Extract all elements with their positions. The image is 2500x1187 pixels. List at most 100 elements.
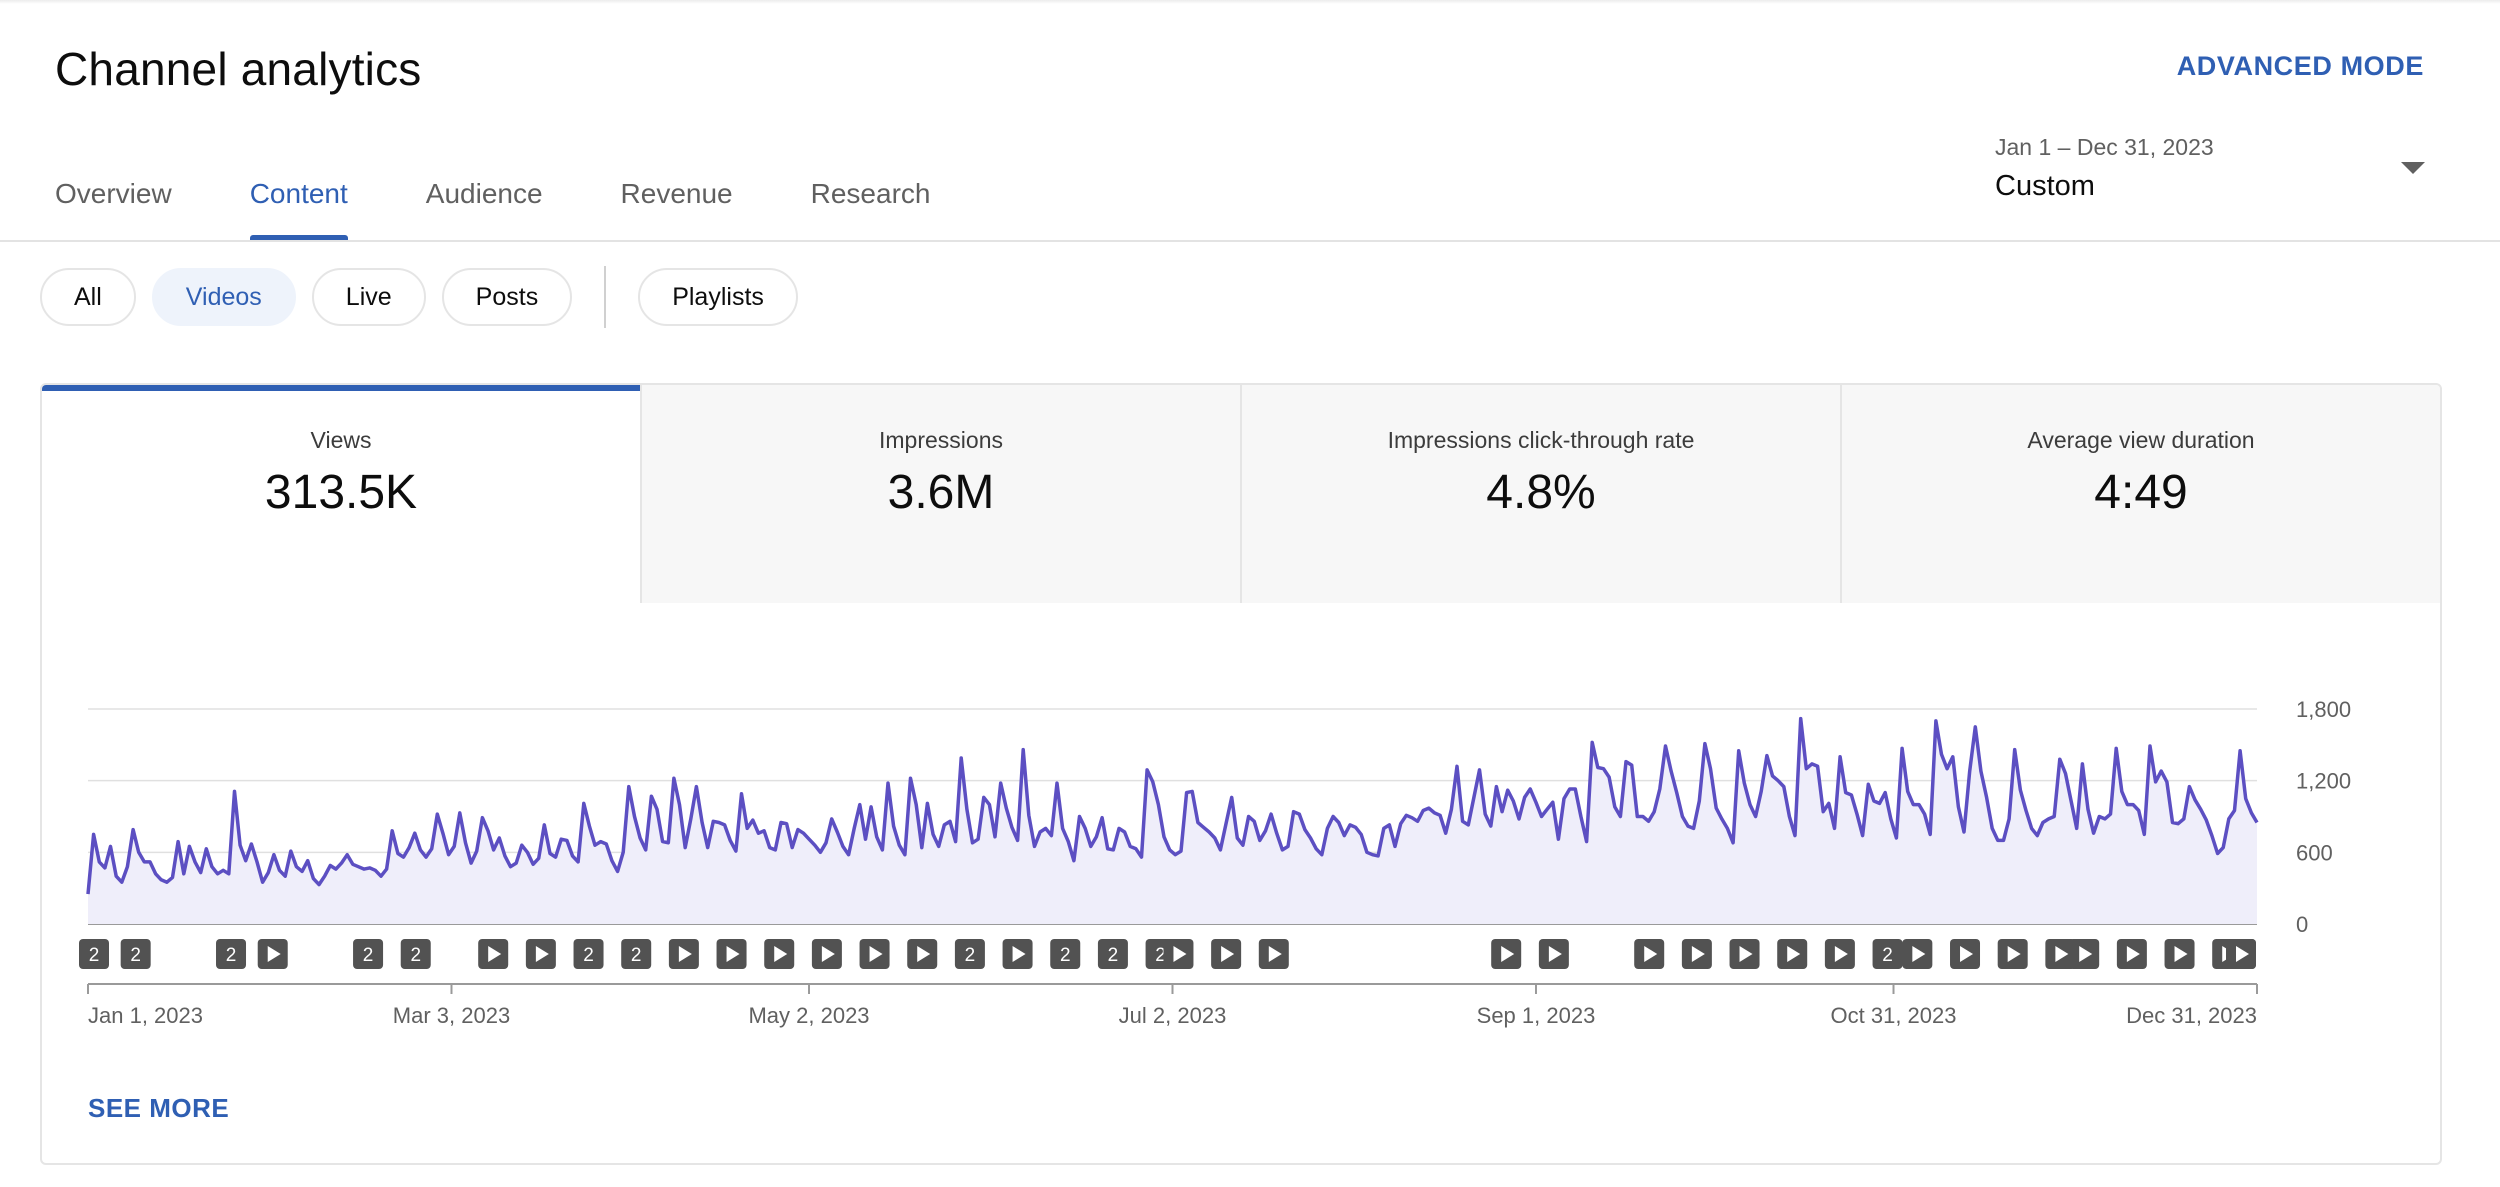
tabs-divider — [0, 240, 2500, 242]
play-icon — [2174, 946, 2188, 962]
tab-research[interactable]: Research — [810, 178, 931, 209]
publish-marker[interactable] — [525, 939, 556, 969]
play-icon — [1501, 946, 1515, 962]
marker-count: 2 — [1060, 945, 1071, 966]
play-icon — [535, 946, 549, 962]
x-tick-label: Jan 1, 2023 — [88, 1003, 203, 1028]
y-tick-label: 1,200 — [2296, 769, 2351, 794]
metric-ctr[interactable]: Impressions click-through rate 4.8% — [1240, 385, 1840, 603]
marker-count: 2 — [89, 945, 100, 966]
tab-overview[interactable]: Overview — [55, 178, 172, 209]
event-count-marker[interactable]: 2 — [216, 939, 247, 969]
metric-value: 4:49 — [2094, 466, 2188, 519]
event-count-marker[interactable]: 2 — [1050, 939, 1081, 969]
tab-audience[interactable]: Audience — [425, 178, 543, 209]
metric-impressions[interactable]: Impressions 3.6M — [640, 385, 1240, 603]
publish-marker[interactable] — [1729, 939, 1760, 969]
play-icon — [917, 946, 931, 962]
marker-count: 2 — [1155, 945, 1166, 966]
play-icon — [488, 946, 502, 962]
play-icon — [2007, 946, 2021, 962]
date-range-picker[interactable]: Jan 1 – Dec 31, 2023 Custom — [1995, 130, 2435, 210]
publish-marker[interactable] — [668, 939, 699, 969]
publish-marker[interactable] — [2116, 939, 2147, 969]
play-icon — [774, 946, 788, 962]
publish-marker[interactable] — [764, 939, 795, 969]
publish-marker[interactable] — [478, 939, 509, 969]
publish-marker[interactable] — [2045, 939, 2076, 969]
marker-count: 2 — [1882, 945, 1893, 966]
play-icon — [1173, 946, 1187, 962]
publish-marker[interactable] — [1777, 939, 1808, 969]
chip-all[interactable]: All — [40, 268, 136, 326]
event-count-marker[interactable]: 2 — [353, 939, 384, 969]
event-count-marker[interactable]: 2 — [120, 939, 151, 969]
tab-revenue[interactable]: Revenue — [620, 178, 733, 209]
publish-marker[interactable] — [1491, 939, 1522, 969]
marker-count: 2 — [363, 945, 374, 966]
publish-marker[interactable] — [811, 939, 842, 969]
metric-value: 4.8% — [1486, 466, 1596, 519]
metric-value: 313.5K — [264, 466, 418, 519]
chip-playlists[interactable]: Playlists — [638, 268, 798, 326]
publish-marker[interactable] — [1902, 939, 1933, 969]
date-range-label: Jan 1 – Dec 31, 2023 — [1995, 134, 2214, 160]
event-count-marker[interactable]: 2 — [621, 939, 652, 969]
publish-marker[interactable] — [1258, 939, 1289, 969]
caret-down-icon[interactable] — [2401, 162, 2425, 174]
publish-marker[interactable] — [1997, 939, 2028, 969]
metric-label: Impressions click-through rate — [1387, 427, 1695, 453]
event-count-marker[interactable]: 2 — [1097, 939, 1128, 969]
metric-avg-view-duration[interactable]: Average view duration 4:49 — [1840, 385, 2440, 603]
event-count-marker[interactable]: 2 — [1872, 939, 1903, 969]
event-count-marker[interactable]: 2 — [573, 939, 604, 969]
series-area — [88, 718, 2257, 924]
marker-box — [621, 939, 652, 969]
x-tick-label: Dec 31, 2023 — [2126, 1003, 2257, 1028]
marker-count: 2 — [1108, 945, 1119, 966]
play-icon — [1644, 946, 1658, 962]
metric-label: Views — [310, 427, 372, 453]
metric-row: Views 313.5K Impressions 3.6M Impression… — [42, 385, 2440, 603]
x-tick-label: May 2, 2023 — [748, 1003, 869, 1028]
play-icon — [1548, 946, 1562, 962]
publish-marker[interactable] — [859, 939, 890, 969]
filter-chips: All Videos Live Posts Playlists — [40, 266, 814, 328]
tab-content[interactable]: Content — [249, 178, 348, 240]
metric-value: 3.6M — [887, 466, 995, 519]
publish-marker[interactable] — [1634, 939, 1665, 969]
publish-marker[interactable] — [257, 939, 288, 969]
see-more-button[interactable]: SEE MORE — [88, 1093, 230, 1123]
event-count-marker[interactable]: 2 — [954, 939, 985, 969]
publish-marker[interactable] — [1950, 939, 1981, 969]
metric-label: Average view duration — [2027, 427, 2255, 453]
play-icon — [1960, 946, 1974, 962]
event-count-marker[interactable]: 2 — [400, 939, 431, 969]
chip-videos[interactable]: Videos — [151, 268, 296, 326]
publish-marker[interactable] — [1163, 939, 1194, 969]
chip-posts[interactable]: Posts — [441, 268, 573, 326]
publish-marker[interactable] — [907, 939, 938, 969]
publish-marker[interactable] — [1538, 939, 1569, 969]
y-tick-label: 0 — [2296, 912, 2308, 937]
publish-marker[interactable] — [2164, 939, 2195, 969]
publish-marker[interactable] — [716, 939, 747, 969]
publish-marker[interactable] — [1681, 939, 1712, 969]
play-icon — [2055, 946, 2069, 962]
play-icon — [1834, 946, 1848, 962]
analytics-card: Views 313.5K Impressions 3.6M Impression… — [40, 383, 2442, 1165]
advanced-mode-button[interactable]: ADVANCED MODE — [2176, 51, 2424, 81]
publish-marker[interactable] — [1824, 939, 1855, 969]
top-shadow — [0, 0, 2500, 4]
publish-marker[interactable] — [2226, 939, 2256, 969]
x-tick-label: Jul 2, 2023 — [1119, 1003, 1227, 1028]
publish-marker[interactable] — [1002, 939, 1033, 969]
metric-views[interactable]: Views 313.5K — [42, 385, 640, 603]
chip-live[interactable]: Live — [311, 268, 426, 326]
play-icon — [1912, 946, 1926, 962]
event-count-marker[interactable]: 2 — [79, 939, 109, 969]
publish-marker[interactable] — [2069, 939, 2100, 969]
marker-count: 2 — [130, 945, 141, 966]
publish-marker[interactable] — [1211, 939, 1242, 969]
